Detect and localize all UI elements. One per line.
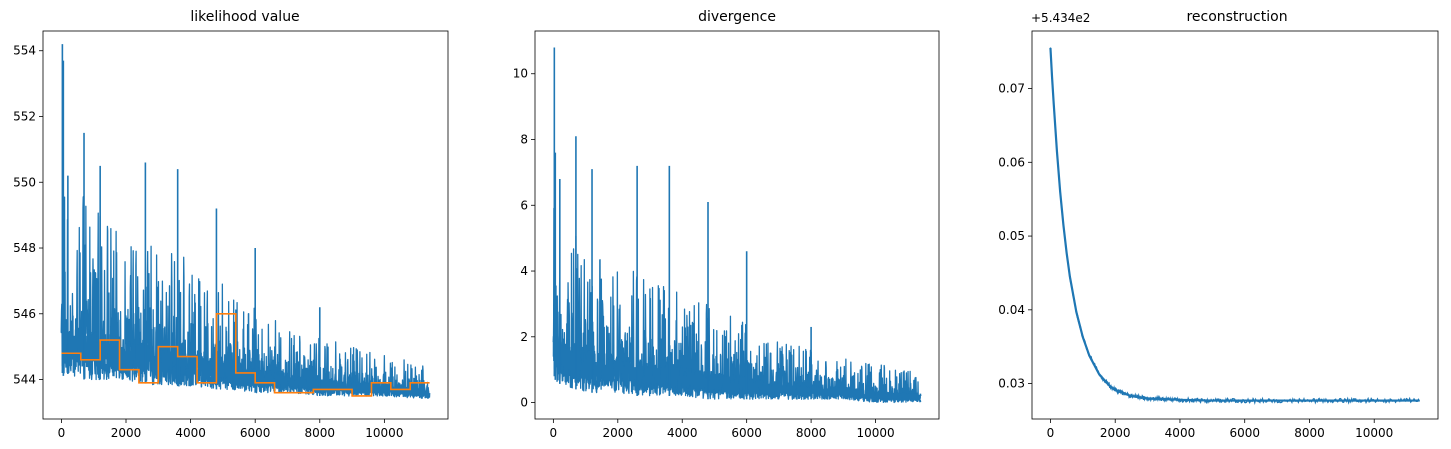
y-tick-label: 550: [13, 175, 36, 189]
plot-area: [60, 44, 431, 399]
y-tick-label: 2: [520, 330, 528, 344]
x-tick-label: 4000: [1165, 426, 1196, 440]
x-tick-label: 2000: [111, 426, 142, 440]
chart-title: likelihood value: [190, 9, 299, 25]
x-tick-label: 2000: [603, 426, 634, 440]
y-tick-label: 4: [520, 264, 528, 278]
raw-series-band: [552, 318, 922, 403]
y-tick-label: 552: [13, 109, 36, 123]
y-tick-label: 544: [13, 373, 36, 387]
x-tick-label: 0: [550, 426, 558, 440]
x-tick-label: 10000: [856, 426, 894, 440]
reconstruction-panel: reconstruction +5.434e2 0 2000 4000 6000 800…: [998, 9, 1439, 440]
step-series-line: [61, 312, 430, 397]
x-tick-label: 0: [1047, 426, 1055, 440]
y-tick-label: 0.06: [998, 155, 1025, 169]
x-tick-label: 4000: [175, 426, 206, 440]
y-tick-label: 0.05: [998, 229, 1025, 243]
plot-area: [1049, 47, 1421, 405]
y-tick-label: 546: [13, 307, 36, 321]
axis-ticks: 0 2000 4000 6000 8000 10000 544 546 548 550 552 554: [13, 44, 403, 440]
x-tick-label: 8000: [1294, 426, 1325, 440]
x-tick-label: 0: [58, 426, 66, 440]
x-tick-label: 4000: [667, 426, 698, 440]
axes-frame: [534, 30, 940, 420]
y-offset-text: +5.434e2: [1031, 11, 1090, 25]
plot-area: [552, 47, 922, 404]
series-noise: [1049, 47, 1421, 405]
axis-ticks: 0 2000 4000 6000 8000 10000 0 2 4 6 8 10: [513, 67, 895, 440]
y-tick-label: 0.07: [998, 82, 1025, 96]
y-tick-label: 6: [520, 198, 528, 212]
chart-title: reconstruction: [1186, 9, 1287, 25]
axes-frame: [42, 30, 449, 420]
y-tick-label: 8: [520, 133, 528, 147]
x-tick-label: 10000: [1355, 426, 1393, 440]
x-tick-label: 8000: [305, 426, 336, 440]
y-tick-label: 0: [520, 396, 528, 410]
axis-ticks: 0 2000 4000 6000 8000 10000 0.03 0.04 0.05 0.06 0.…: [998, 82, 1393, 440]
chart-title: divergence: [698, 9, 776, 25]
y-tick-label: 554: [13, 44, 36, 58]
x-tick-label: 8000: [796, 426, 827, 440]
y-tick-label: 0.03: [998, 377, 1025, 391]
axes-frame: [1031, 30, 1439, 420]
x-tick-label: 6000: [1229, 426, 1260, 440]
x-tick-label: 6000: [731, 426, 762, 440]
y-tick-label: 0.04: [998, 303, 1025, 317]
likelihood-panel: likelihood value 0 2000 4000 6000 8000 10000 5…: [13, 9, 449, 440]
y-tick-label: 10: [513, 67, 528, 81]
divergence-panel: divergence 0 2000 4000 6000 8000 10000 0 2 4 6 8 10: [513, 9, 940, 440]
raw-series-band: [60, 285, 431, 399]
x-tick-label: 6000: [240, 426, 271, 440]
x-tick-label: 10000: [365, 426, 403, 440]
x-tick-label: 2000: [1100, 426, 1131, 440]
y-tick-label: 548: [13, 241, 36, 255]
